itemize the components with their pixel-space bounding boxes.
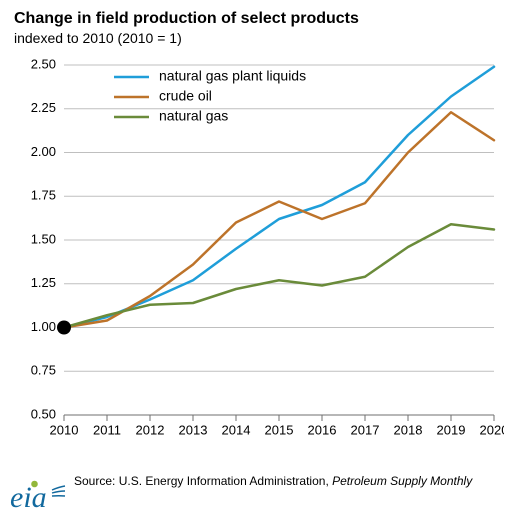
chart-source: Source: U.S. Energy Information Administ… [74, 474, 472, 488]
y-tick-label: 0.75 [31, 363, 56, 378]
logo-swoosh-top [52, 486, 65, 490]
legend-label: natural gas [159, 108, 228, 124]
y-tick-label: 1.00 [31, 319, 56, 334]
logo-dot-icon [31, 481, 38, 488]
x-tick-label: 2020 [480, 423, 504, 438]
y-tick-label: 1.75 [31, 188, 56, 203]
x-tick-label: 2015 [265, 423, 294, 438]
x-tick-label: 2017 [351, 423, 380, 438]
x-tick-label: 2014 [222, 423, 251, 438]
series-line [64, 67, 494, 328]
y-tick-label: 2.00 [31, 144, 56, 159]
y-tick-label: 2.50 [31, 56, 56, 71]
x-tick-label: 2012 [136, 423, 165, 438]
y-tick-label: 1.25 [31, 275, 56, 290]
source-prefix: Source: U.S. Energy Information Administ… [74, 474, 332, 488]
x-tick-label: 2016 [308, 423, 337, 438]
y-tick-label: 1.50 [31, 231, 56, 246]
eia-logo: eia [10, 477, 66, 517]
x-tick-label: 2011 [93, 423, 121, 438]
y-tick-label: 2.25 [31, 100, 56, 115]
y-tick-label: 0.50 [31, 406, 56, 421]
x-tick-label: 2019 [437, 423, 466, 438]
x-tick-label: 2010 [50, 423, 79, 438]
legend-label: crude oil [159, 88, 212, 104]
legend-label: natural gas plant liquids [159, 68, 306, 84]
logo-swoosh-mid [52, 491, 65, 493]
line-chart: 0.50 0.75 1.00 1.25 1.50 1.75 2.00 2.25 2.50 2010… [14, 55, 504, 455]
logo-text: eia [10, 481, 47, 514]
chart-title: Change in field production of select pro… [14, 10, 359, 28]
x-tick-label: 2018 [394, 423, 423, 438]
source-italic: Petroleum Supply Monthly [332, 474, 472, 488]
start-marker-icon [57, 321, 71, 335]
chart-subtitle: indexed to 2010 (2010 = 1) [14, 30, 182, 46]
x-tick-label: 2013 [179, 423, 208, 438]
